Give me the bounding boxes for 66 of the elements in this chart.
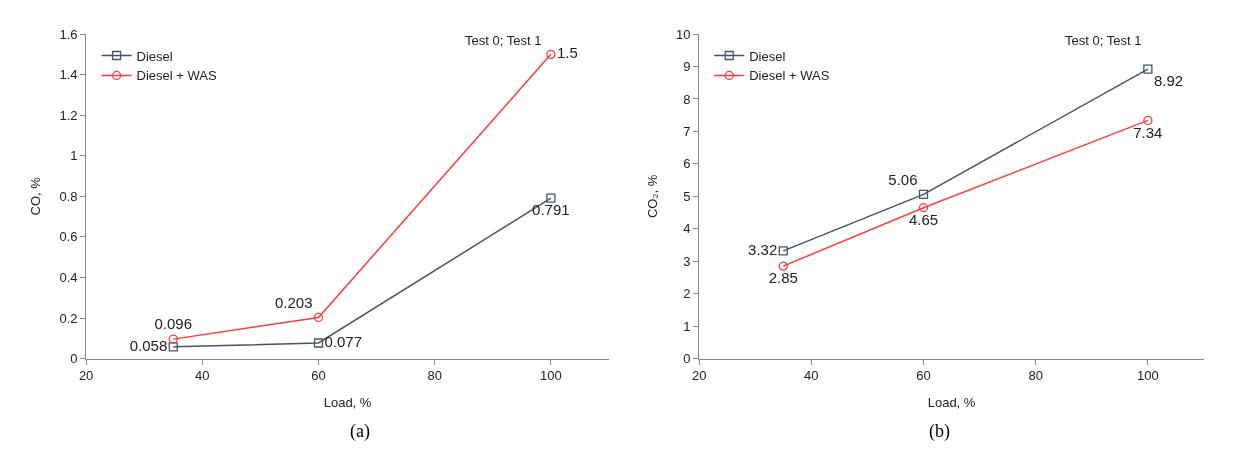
point xyxy=(778,246,788,256)
y-tick-label: 7 xyxy=(683,123,691,139)
y-tick-label: 0.6 xyxy=(59,229,78,245)
data-label: 0.791 xyxy=(532,201,570,219)
data-label: 8.92 xyxy=(1153,72,1184,90)
data-label: 0.096 xyxy=(154,315,193,333)
legend-label: Diesel xyxy=(749,48,786,64)
y-tick-label: 6 xyxy=(683,156,691,172)
x-axis-title: Load, % xyxy=(323,394,372,410)
point xyxy=(313,312,324,323)
x-tick-label: 80 xyxy=(1028,368,1043,384)
x-axis-title: Load, % xyxy=(927,394,976,410)
point xyxy=(313,338,324,348)
x-tick-label: 60 xyxy=(311,368,326,384)
y-tick-label: 1.2 xyxy=(59,107,78,123)
annotation: Test 0; Test 1 xyxy=(1065,33,1142,48)
y-tick-label: 1 xyxy=(683,318,691,334)
point xyxy=(1143,64,1153,74)
y-tick-label: 5 xyxy=(683,188,691,204)
y-tick-label: 8 xyxy=(683,91,691,107)
x-tick-label: 80 xyxy=(427,368,442,384)
y-tick-label: 1 xyxy=(70,148,78,164)
text: (a) xyxy=(350,421,370,442)
legend-label: Diesel xyxy=(136,48,173,64)
point xyxy=(918,189,929,200)
point xyxy=(778,261,788,271)
y-tick-label: 4 xyxy=(683,221,691,237)
point xyxy=(546,49,556,60)
legend-label: Diesel + WAS xyxy=(136,68,217,84)
y-tick-label: 0 xyxy=(70,351,78,367)
y-tick-label: 2 xyxy=(683,286,691,302)
y-tick-label: 1.4 xyxy=(59,67,78,83)
point xyxy=(1143,115,1153,126)
y-tick-label: 1.6 xyxy=(59,26,78,42)
x-tick-label: 100 xyxy=(540,368,562,384)
y-axis-title: CO₂, % xyxy=(645,174,661,219)
data-label: 7.34 xyxy=(1133,123,1163,141)
legend-label: Diesel + WAS xyxy=(749,68,830,84)
data-label: 0.058 xyxy=(129,336,168,354)
data-label: 1.5 xyxy=(556,44,578,62)
point xyxy=(546,193,556,203)
text: (b) xyxy=(929,421,950,442)
data-label: 3.32 xyxy=(748,240,778,258)
y-tick-label: 0.4 xyxy=(59,270,78,286)
point xyxy=(168,334,178,344)
x-tick-label: 40 xyxy=(195,368,210,384)
point xyxy=(168,342,178,352)
point xyxy=(918,203,929,213)
y-axis-title: CO, % xyxy=(28,176,44,216)
data-label: 5.06 xyxy=(888,170,918,188)
x-tick-label: 40 xyxy=(804,368,819,384)
annotation: Test 0; Test 1 xyxy=(465,33,542,48)
data-label: 2.85 xyxy=(768,269,798,287)
x-tick-label: 20 xyxy=(691,368,707,384)
data-label: 0.203 xyxy=(274,293,313,311)
x-tick-label: 60 xyxy=(916,368,931,384)
y-tick-label: 0.8 xyxy=(59,188,78,204)
x-tick-label: 20 xyxy=(78,368,94,384)
y-tick-label: 9 xyxy=(683,59,691,75)
x-tick-label: 100 xyxy=(1137,368,1159,384)
y-tick-label: 0 xyxy=(683,351,691,367)
y-tick-label: 3 xyxy=(683,253,691,269)
y-tick-label: 0.2 xyxy=(59,310,78,326)
y-tick-label: 10 xyxy=(676,26,691,42)
data-label: 0.077 xyxy=(324,332,363,350)
data-label: 4.65 xyxy=(908,210,939,228)
